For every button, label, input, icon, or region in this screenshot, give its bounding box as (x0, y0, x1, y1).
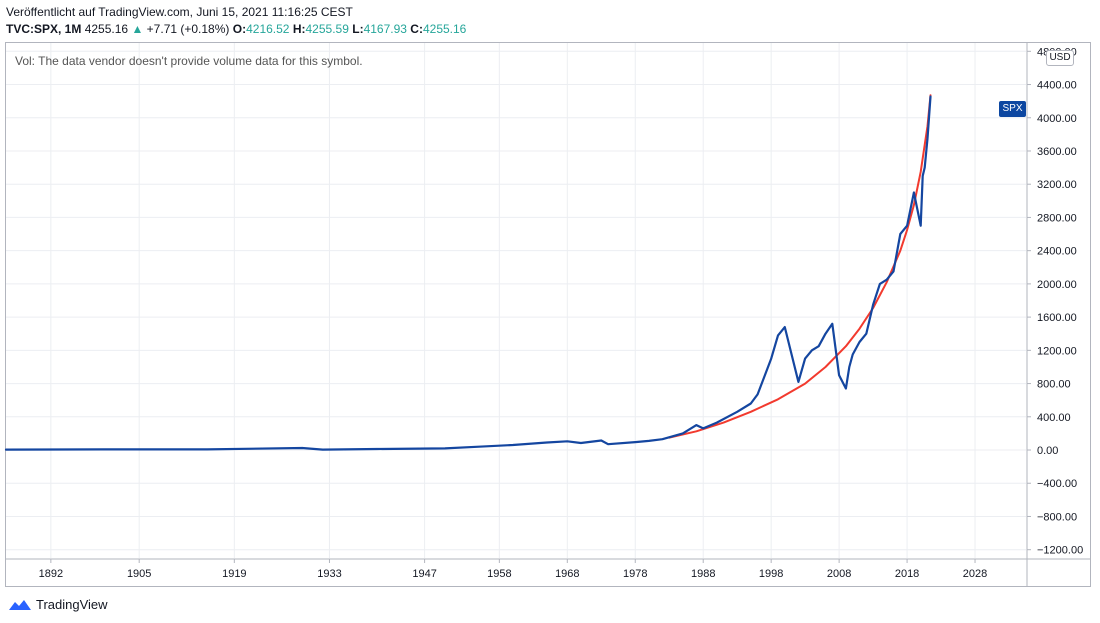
close-label: C: (410, 22, 423, 36)
tradingview-logo[interactable]: TradingView (8, 597, 108, 612)
y-tick-label: 2000.00 (1037, 279, 1077, 291)
x-tick-label: 2028 (963, 568, 987, 580)
spx-price-line[interactable] (4, 95, 932, 451)
open-label: O: (232, 22, 247, 36)
low-label: L: (352, 22, 364, 36)
y-tick-label: −800.00 (1037, 511, 1077, 523)
x-tick-label: 1988 (691, 568, 715, 580)
currency-button[interactable]: USD (1046, 50, 1074, 66)
y-tick-label: 4000.00 (1037, 113, 1077, 125)
x-tick-label: 1978 (623, 568, 647, 580)
x-tick-label: 1947 (412, 568, 436, 580)
y-tick-label: 0.00 (1037, 445, 1058, 457)
high-label: H: (292, 22, 306, 36)
x-tick-label: 1933 (317, 568, 341, 580)
series-price-tag: SPX (999, 101, 1026, 117)
symbol-info: TVC:SPX, 1M 4255.16 ▲ +7.71 (+0.18%) O:4… (6, 22, 466, 36)
close-value: 4255.16 (422, 22, 467, 36)
x-tick-label: 2008 (827, 568, 851, 580)
y-tick-label: 400.00 (1037, 412, 1071, 424)
chart-frame (5, 42, 1091, 587)
open-value: 4216.52 (246, 22, 290, 36)
x-tick-label: 1892 (39, 568, 63, 580)
x-tick-label: 1998 (759, 568, 783, 580)
symbol-name[interactable]: TVC:SPX, 1M (6, 22, 82, 36)
y-tick-label: 2800.00 (1037, 212, 1077, 224)
y-tick-label: 3600.00 (1037, 146, 1077, 158)
y-tick-label: 4400.00 (1037, 80, 1077, 92)
tradingview-cloud-icon (9, 599, 31, 610)
y-tick-label: 1600.00 (1037, 312, 1077, 324)
high-value: 4255.59 (305, 22, 349, 36)
trend-curve-line[interactable] (668, 94, 932, 439)
x-tick-label: 2018 (895, 568, 919, 580)
x-tick-label: 1919 (222, 568, 246, 580)
last-price: 4255.16 (84, 22, 129, 36)
x-tick-label: 1968 (555, 568, 579, 580)
x-tick-label: 1905 (127, 568, 151, 580)
y-tick-label: −1200.00 (1037, 545, 1083, 557)
y-tick-label: −400.00 (1037, 478, 1077, 490)
up-arrow-icon: ▲ (131, 22, 144, 36)
price-change: +7.71 (+0.18%) (146, 22, 230, 36)
volume-note: Vol: The data vendor doesn't provide vol… (15, 54, 363, 68)
low-value: 4167.93 (363, 22, 407, 36)
y-tick-label: 2400.00 (1037, 246, 1077, 258)
y-tick-label: 1200.00 (1037, 345, 1077, 357)
y-tick-label: 3200.00 (1037, 179, 1077, 191)
publish-note: Veröffentlicht auf TradingView.com, Juni… (6, 5, 353, 19)
brand-name: TradingView (36, 597, 108, 612)
y-tick-label: 800.00 (1037, 379, 1071, 391)
x-tick-label: 1958 (487, 568, 511, 580)
